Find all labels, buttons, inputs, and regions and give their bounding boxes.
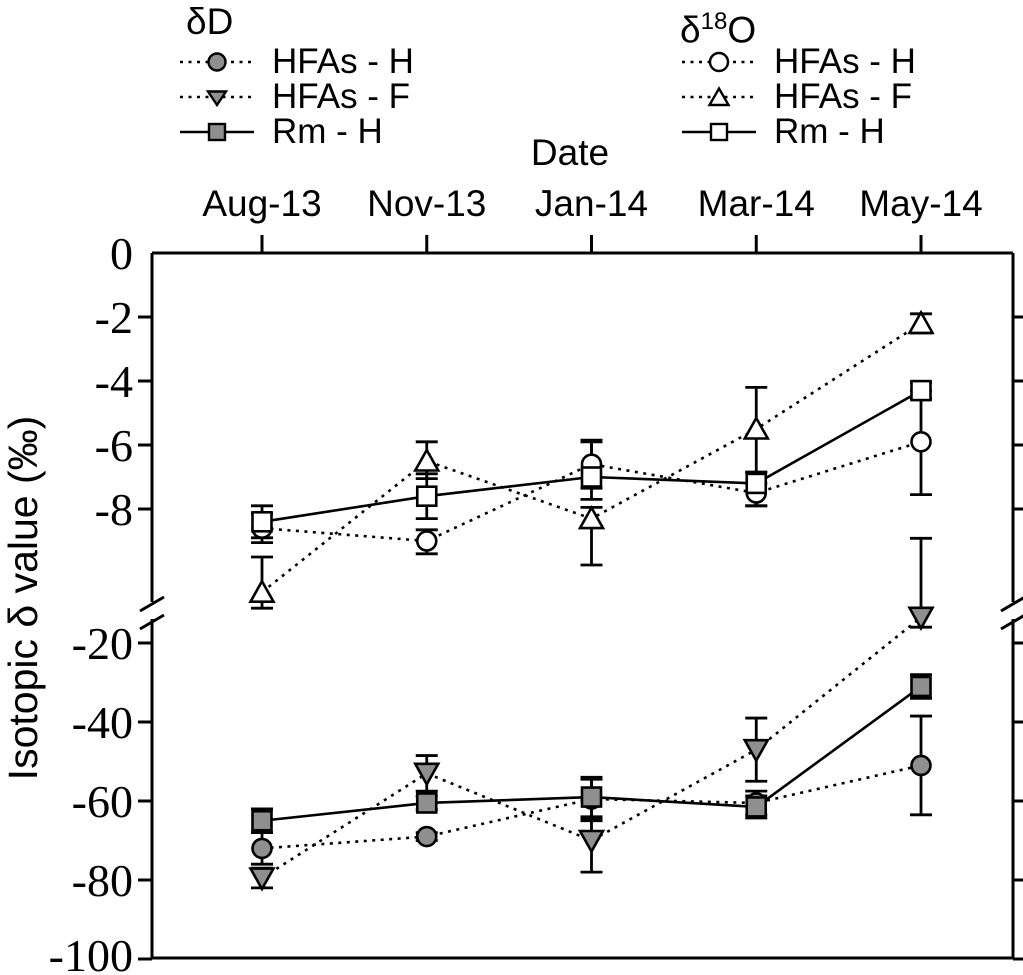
series-marker-dD_HFAs_H [910,754,932,777]
legend-item-d18O-rm-h: Rm - H [680,112,916,151]
series-marker-d18O_HFAs_F [413,447,441,472]
legend-label: Rm - H [774,112,885,151]
filled-circle-dotted-line-icon [180,52,254,72]
legend-item-d18O-hfas-f: HFAs - F [680,77,916,116]
series-marker-dD_HFAs_H [415,825,438,848]
legend-d18O-title: δ18O [680,2,916,50]
x-tick-label: Aug-13 [202,183,321,224]
y-tick-label: -60 [72,776,133,827]
x-axis-title: Date [530,132,610,173]
legend-label: HFAs - H [272,42,414,81]
legend-label: HFAs - F [272,77,411,116]
series-marker-d18O_Rm_H [910,379,932,402]
series-marker-dD_Rm_H [251,809,273,832]
series-marker-dD_HFAs_F [907,606,935,631]
axis-break-icon [1000,614,1023,631]
series-marker-d18O_HFAs_H [910,430,932,453]
legend-label: Rm - H [272,112,383,151]
series-marker-d18O_Rm_H [415,485,438,508]
series-marker-dD_HFAs_F [248,867,276,892]
legend-item-dD-hfas-f: HFAs - F [178,77,414,116]
series-marker-dD_Rm_H [580,786,603,808]
y-tick-label: -6 [95,420,133,471]
x-tick-label: Nov-13 [367,183,486,224]
series-marker-d18O_HFAs_F [248,578,276,603]
legend-label: HFAs - H [774,42,916,81]
open-triangle-up-dotted-line-icon [682,86,756,107]
series-marker-d18O_HFAs_F [577,504,606,530]
y-tick-label: -80 [72,855,133,906]
y-tick-label: 0 [110,228,133,279]
axis-break-icon [1000,596,1023,613]
series-marker-d18O_Rm_H [251,510,273,533]
axis-break-icon [139,613,165,631]
series-line-d18O_HFAs_H [261,440,922,543]
legend-d18O-title-delta: δ [680,9,701,51]
axis-break-icon [139,595,165,613]
series-marker-dD_Rm_H [415,792,438,814]
y-tick-label: -4 [95,356,133,407]
legend-d18O: δ18O HFAs - H HFAs - F Rm - H [680,2,916,149]
legend-d18O-title-sup: 18 [700,8,728,35]
open-circle-dotted-line-icon [682,51,756,73]
legend-item-d18O-hfas-h: HFAs - H [680,42,916,81]
y-tick-label: -20 [72,618,133,669]
x-tick-label: Mar-14 [698,183,815,224]
series-marker-dD_HFAs_F [742,738,770,764]
y-tick-label: -40 [72,697,133,748]
legend-item-dD-hfas-h: HFAs - H [178,42,414,81]
series-marker-dD_HFAs_H [251,837,273,860]
x-tick-label: Jan-14 [535,183,648,224]
legend-d18O-title-o: O [727,9,757,51]
legend-dD-title: δD [186,1,234,42]
series-marker-d18O_HFAs_F [907,309,935,335]
filled-triangle-down-dotted-line-icon [180,90,254,108]
y-tick-label: -2 [95,292,133,343]
series-marker-d18O_Rm_H [580,466,603,488]
x-tick-label: May-14 [859,183,982,224]
open-square-solid-line-icon [682,122,756,142]
y-tick-label: -8 [95,484,133,535]
series-marker-d18O_Rm_H [745,472,768,495]
legend-dD: δD HFAs - H HFAs - F Rm - H [178,2,414,149]
legend-item-dD-rm-h: Rm - H [178,112,414,151]
series-marker-d18O_HFAs_F [742,415,770,440]
y-tick-label: -100 [49,930,133,975]
series-marker-d18O_HFAs_H [415,530,438,552]
filled-square-solid-line-icon [180,122,254,142]
series-marker-dD_Rm_H [910,675,932,698]
series-marker-dD_HFAs_F [413,762,441,788]
legend-label: HFAs - F [774,77,913,116]
series-marker-dD_Rm_H [745,796,768,818]
series-marker-dD_HFAs_F [577,829,606,855]
